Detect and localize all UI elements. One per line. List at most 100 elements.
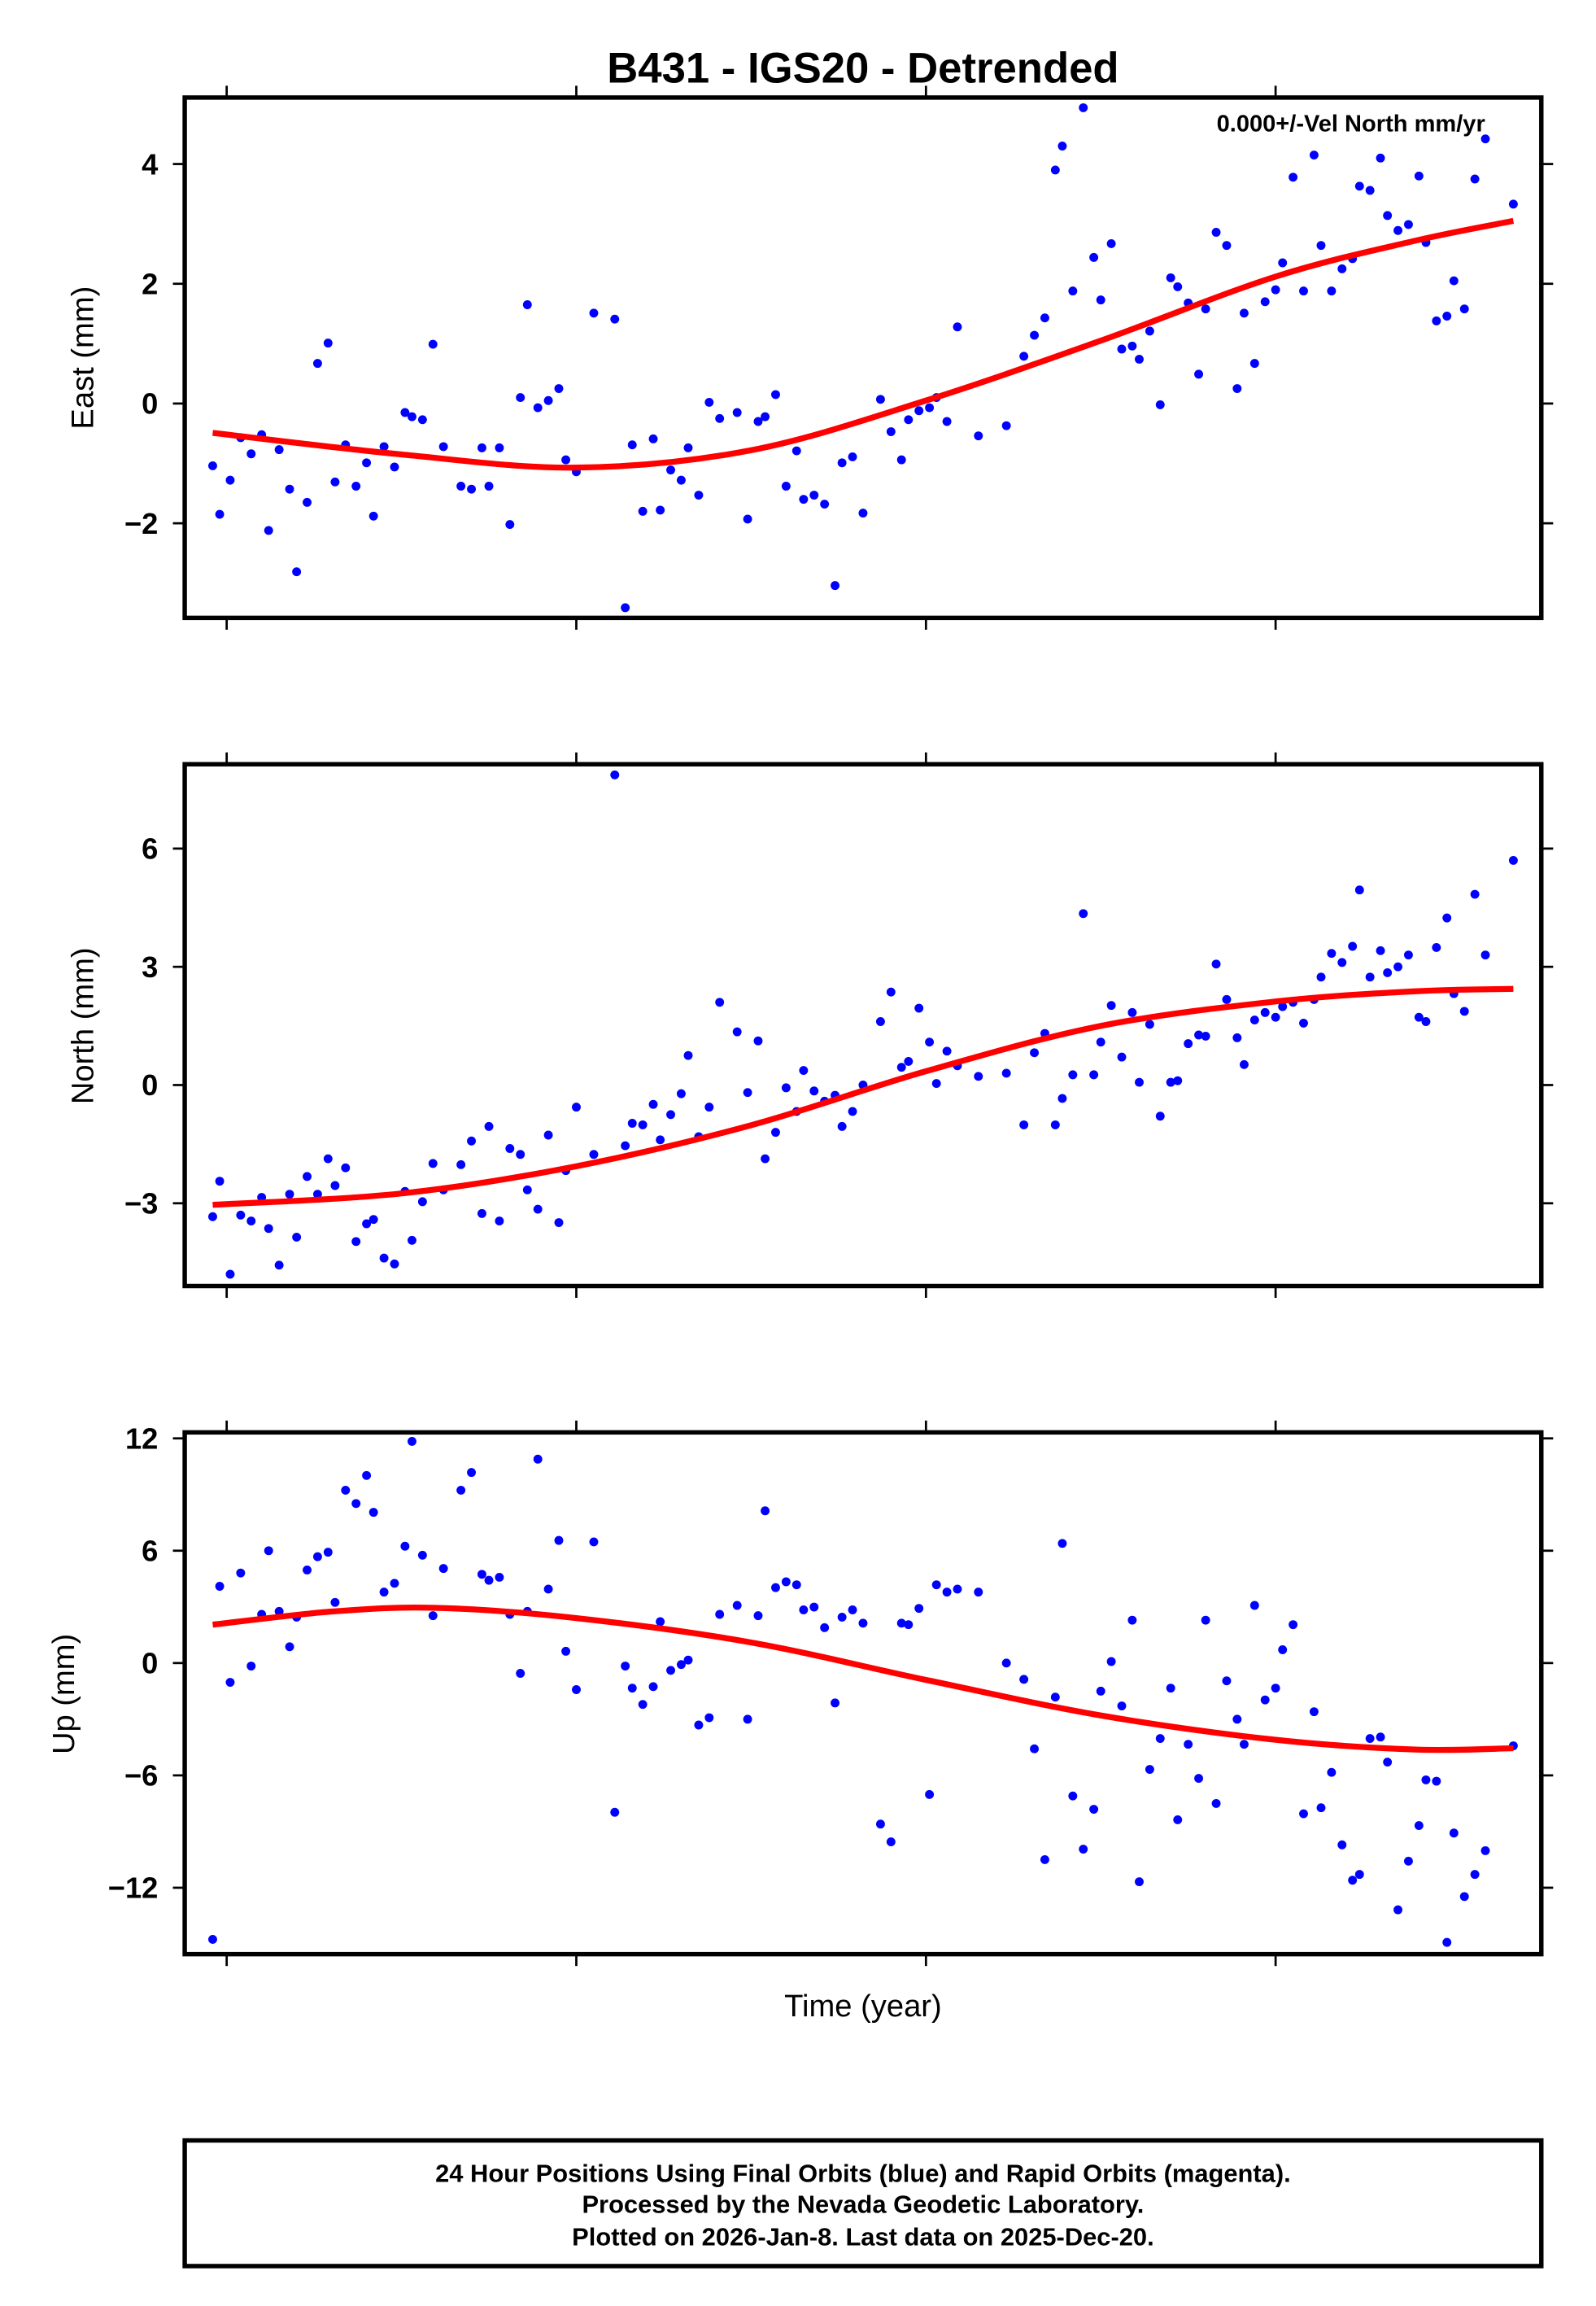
north-data-point: [362, 1219, 372, 1229]
up-data-point: [303, 1566, 312, 1574]
up-data-point: [1155, 1734, 1165, 1744]
east-data-point: [1079, 103, 1088, 112]
up-data-point: [484, 1575, 494, 1585]
north-data-point: [1316, 972, 1326, 982]
north-data-point: [1068, 1070, 1078, 1080]
east-data-point: [417, 415, 427, 425]
east-data-point: [323, 338, 333, 348]
north-data-point: [505, 1144, 515, 1153]
north-data-point: [1089, 1070, 1099, 1080]
north-data-point: [477, 1208, 486, 1218]
up-data-point: [1316, 1803, 1326, 1813]
north-data-point: [1050, 1120, 1060, 1129]
north-data-point: [1211, 959, 1221, 969]
east-data-point: [456, 482, 466, 491]
north-data-point: [1019, 1120, 1029, 1129]
north-data-point: [543, 1130, 553, 1140]
up-data-point: [1260, 1695, 1270, 1705]
north-data-point: [1348, 941, 1358, 951]
up-data-point: [676, 1660, 686, 1670]
up-data-point: [1365, 1734, 1375, 1744]
up-data-point: [1079, 1845, 1088, 1854]
north-data-point: [1184, 1039, 1193, 1049]
north-data-point: [292, 1232, 302, 1242]
north-data-point: [456, 1160, 466, 1169]
up-data-point: [694, 1720, 704, 1730]
north-data-point: [753, 1036, 763, 1046]
north-data-point: [208, 1212, 217, 1221]
east-data-point: [904, 415, 914, 425]
east-data-point: [666, 465, 675, 475]
east-data-point: [1480, 134, 1490, 144]
up-data-point: [666, 1666, 675, 1675]
east-data-point: [1030, 330, 1039, 340]
east-data-point: [1068, 286, 1078, 296]
east-data-point: [274, 445, 284, 455]
east-data-point: [264, 526, 273, 535]
north-data-point: [323, 1154, 333, 1164]
up-data-point: [627, 1684, 637, 1693]
footer-line-1: 24 Hour Positions Using Final Orbits (bl…: [435, 2159, 1291, 2187]
east-plot-frame: [182, 95, 1544, 621]
north-data-point: [848, 1107, 857, 1116]
east-data-point: [621, 603, 630, 613]
up-data-point: [771, 1583, 780, 1592]
up-data-point: [1337, 1840, 1347, 1850]
east-data-point: [1089, 252, 1099, 262]
north-data-point: [837, 1121, 847, 1131]
up-data-point: [495, 1572, 504, 1582]
north-data-point: [1173, 1076, 1183, 1085]
north-data-point: [638, 1120, 648, 1129]
north-data-point: [589, 1150, 599, 1160]
north-data-point: [1079, 909, 1088, 919]
east-data-point: [1393, 225, 1403, 235]
north-data-point: [1155, 1112, 1165, 1121]
up-data-point: [1211, 1798, 1221, 1808]
north-data-point: [1404, 950, 1413, 960]
east-data-point: [886, 427, 896, 436]
up-data-point: [648, 1682, 658, 1692]
east-data-point: [1309, 151, 1319, 159]
east-data-point: [495, 443, 504, 452]
east-data-point: [914, 406, 924, 416]
east-data-point: [753, 417, 763, 426]
up-data-point: [715, 1609, 725, 1619]
north-data-point: [931, 1079, 941, 1088]
north-data-point: [743, 1088, 752, 1098]
up-data-point: [1201, 1615, 1210, 1625]
north-data-point: [771, 1128, 780, 1138]
east-data-point: [1117, 344, 1127, 354]
north-data-point: [1393, 962, 1403, 972]
up-data-point: [1127, 1615, 1137, 1625]
north-data-point: [1194, 1030, 1204, 1040]
up-data-point: [848, 1605, 857, 1614]
up-data-point: [589, 1537, 599, 1547]
east-data-point: [781, 482, 791, 491]
y-tick-label: 4: [142, 147, 159, 181]
east-data-point: [1299, 286, 1308, 296]
up-data-point: [1249, 1601, 1259, 1610]
east-data-point: [1173, 282, 1183, 291]
north-data-point: [1001, 1068, 1011, 1078]
up-data-point: [610, 1807, 620, 1817]
north-data-point: [809, 1086, 819, 1096]
y-tick-label: −2: [124, 507, 158, 540]
up-data-point: [974, 1588, 983, 1597]
north-data-point: [1376, 946, 1385, 955]
east-data-point: [477, 443, 486, 452]
north-data-point: [656, 1135, 665, 1145]
north-data-point: [1480, 950, 1490, 960]
north-data-point: [974, 1072, 983, 1081]
up-data-point: [362, 1470, 372, 1480]
east-data-point: [656, 505, 665, 515]
north-data-point: [914, 1003, 924, 1013]
y-tick-label: −6: [124, 1759, 158, 1793]
east-data-point: [533, 403, 543, 413]
y-tick-label: 6: [142, 832, 158, 866]
north-data-point: [330, 1181, 340, 1190]
east-data-point: [1508, 199, 1518, 209]
north-data-point: [627, 1119, 637, 1128]
east-data-point: [543, 395, 553, 405]
north-data-point: [666, 1110, 675, 1120]
